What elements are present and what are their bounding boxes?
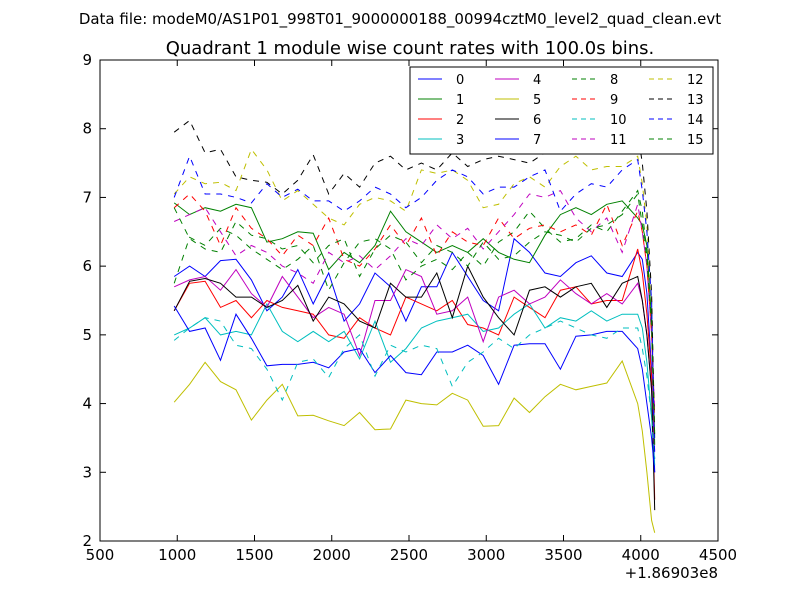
- x-tick-label: 3000: [467, 546, 505, 564]
- legend-label-14: 14: [687, 113, 704, 128]
- legend-label-13: 13: [687, 93, 704, 108]
- series-line-11: [173, 189, 656, 411]
- axes-layer: 500 1000 1500 2000 2500 3000 3500 4000 4500 2 3 4 5 6…: [82, 51, 737, 564]
- series-line-15: [173, 192, 656, 445]
- series-line-7: [173, 305, 656, 473]
- x-tick-label: 2000: [313, 546, 351, 564]
- legend-label-0: 0: [456, 73, 464, 88]
- legend-label-11: 11: [610, 133, 627, 148]
- legend-label-4: 4: [533, 73, 541, 88]
- legend-label-7: 7: [533, 133, 541, 148]
- legend-label-10: 10: [610, 113, 627, 128]
- x-tick-label: 4500: [699, 546, 737, 564]
- series-layer: [173, 66, 656, 533]
- legend-label-3: 3: [456, 133, 464, 148]
- series-line-0: [173, 237, 656, 473]
- legend-label-6: 6: [533, 113, 541, 128]
- x-tick-label: 2500: [390, 546, 428, 564]
- figure-suptitle: Data file: modeM0/AS1P01_998T01_90000001…: [79, 10, 721, 29]
- x-tick-label: 3500: [544, 546, 582, 564]
- series-line-1: [173, 200, 656, 438]
- x-tick-label: 1000: [158, 546, 196, 564]
- y-tick-label: 9: [82, 51, 92, 69]
- chart-title: Quadrant 1 module wise count rates with …: [166, 38, 655, 59]
- series-line-10: [173, 317, 656, 459]
- legend-label-9: 9: [610, 93, 618, 108]
- y-tick-label: 2: [82, 532, 92, 550]
- y-tick-label: 8: [82, 120, 92, 138]
- legend-box: [409, 66, 714, 155]
- x-tick-label: 500: [86, 546, 115, 564]
- series-line-4: [173, 268, 656, 452]
- series-line-9: [173, 193, 656, 418]
- series-line-6: [173, 264, 656, 511]
- series-line-3: [173, 302, 656, 466]
- y-tick-label: 4: [82, 395, 92, 413]
- legend-label-8: 8: [610, 73, 618, 88]
- series-line-14: [173, 154, 656, 459]
- y-tick-label: 6: [82, 257, 92, 275]
- x-tick-label: 1500: [235, 546, 273, 564]
- y-tick-label: 7: [82, 188, 92, 206]
- legend-label-5: 5: [533, 93, 541, 108]
- series-line-12: [173, 148, 656, 432]
- y-tick-label: 5: [82, 326, 92, 344]
- x-tick-label: 4000: [622, 546, 660, 564]
- x-axis-offset-label: +1.86903e8: [625, 564, 718, 582]
- legend-label-15: 15: [687, 133, 704, 148]
- legend-label-2: 2: [456, 113, 464, 128]
- legend-label-12: 12: [687, 73, 704, 88]
- series-line-2: [173, 248, 656, 500]
- y-tick-label: 3: [82, 463, 92, 481]
- legend-label-1: 1: [456, 93, 464, 108]
- series-line-5: [173, 359, 656, 533]
